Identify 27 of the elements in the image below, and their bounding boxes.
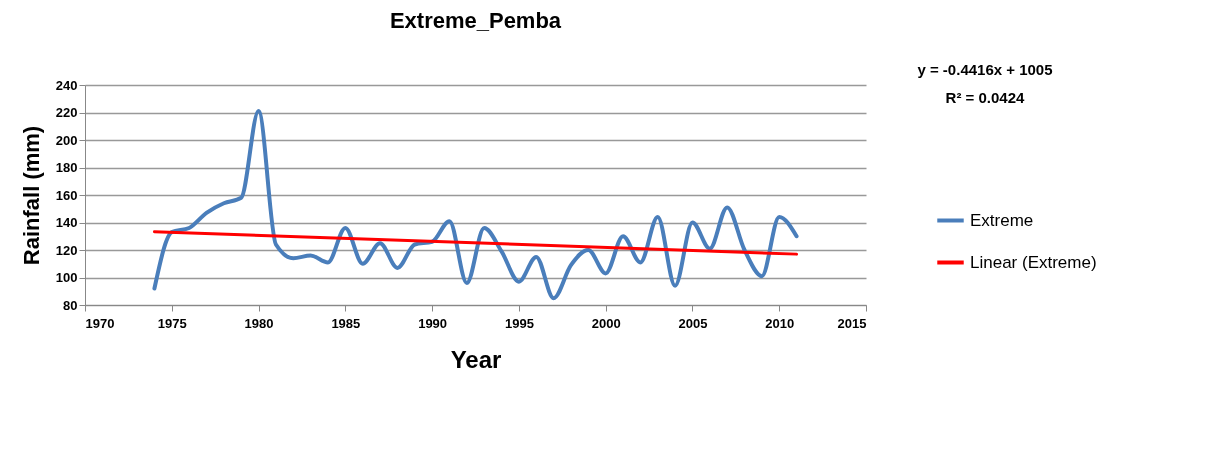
legend-label: Linear (Extreme): [970, 252, 1097, 272]
y-tick-label: 180: [55, 160, 78, 175]
line-series: [152, 109, 799, 301]
x-tick-label: 2010: [765, 315, 795, 331]
y-tick-label: 240: [55, 77, 78, 93]
y-axis-title: Rainfall (mm): [18, 125, 44, 266]
x-tick-label: 1980: [244, 315, 274, 331]
text: y = -0.4416x + 1005: [917, 61, 1053, 78]
legend-label: Extreme: [970, 210, 1034, 230]
y-tick-label: 100: [55, 270, 78, 285]
y-tick-label: 200: [55, 132, 78, 148]
x-tick-label: 1970: [85, 315, 115, 331]
y-tick-label: 80: [63, 297, 78, 313]
chart-title: Extreme_Pemba: [389, 8, 562, 33]
text: R² = 0.0424: [945, 89, 1026, 106]
x-tick-label: 1985: [331, 315, 361, 331]
x-tick-label: 1990: [418, 315, 448, 331]
x-tick-label: 1975: [157, 315, 187, 331]
x-tick-label: 2015: [837, 315, 867, 331]
x-tick-label: 2000: [591, 315, 621, 331]
y-tick-label: 120: [55, 242, 78, 258]
y-tick-label: 160: [55, 187, 78, 203]
y-tick-label: 220: [55, 105, 78, 120]
y-tick-label: 140: [55, 215, 78, 230]
x-axis-title: Year: [450, 345, 502, 373]
x-tick-label: 1995: [504, 315, 534, 331]
x-tick-label: 2005: [678, 315, 708, 331]
